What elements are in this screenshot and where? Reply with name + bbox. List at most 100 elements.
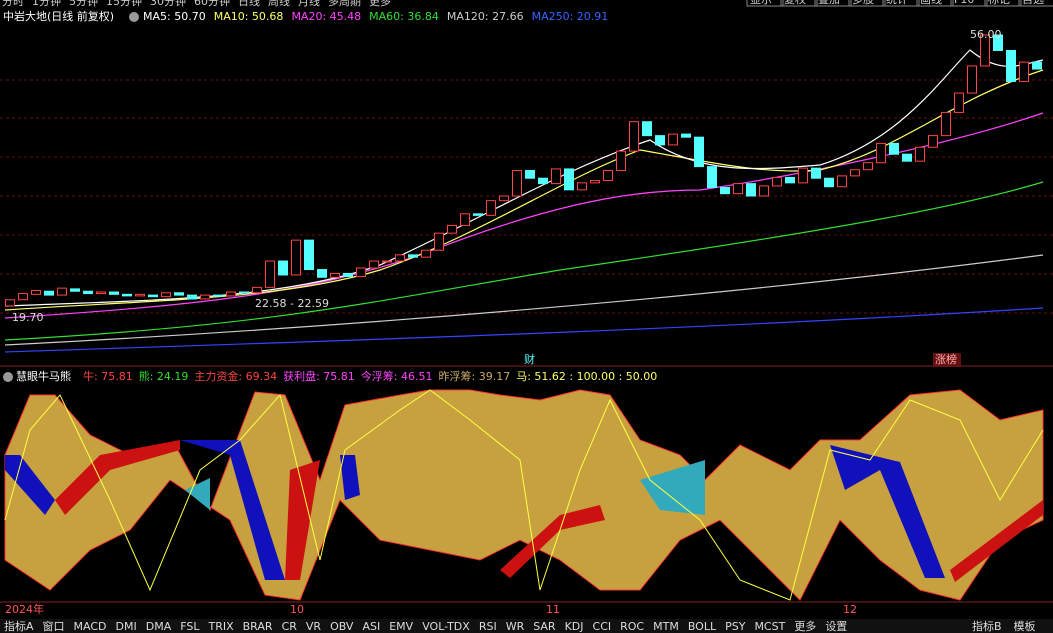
tab[interactable]: ASI: [362, 620, 380, 633]
candle: [590, 180, 600, 184]
candle: [265, 260, 275, 288]
toolbar-button[interactable]: 1分钟: [32, 0, 61, 8]
tab[interactable]: 更多: [794, 619, 816, 633]
tab[interactable]: DMI: [116, 620, 137, 633]
toolbar-button[interactable]: F10: [954, 0, 974, 6]
candle: [369, 260, 379, 269]
toolbar-button[interactable]: 更多: [369, 0, 391, 8]
candle: [1032, 61, 1042, 70]
candle: [226, 291, 236, 297]
toolbar-button[interactable]: 15分钟: [106, 0, 142, 8]
tab[interactable]: FSL: [180, 620, 200, 633]
toolbar-button[interactable]: 30分钟: [150, 0, 186, 8]
tab[interactable]: MACD: [74, 620, 107, 633]
tab[interactable]: PSY: [725, 620, 746, 633]
tab[interactable]: SAR: [533, 620, 556, 633]
candle: [993, 34, 1003, 51]
tab[interactable]: TRIX: [207, 620, 234, 633]
tab[interactable]: VR: [306, 620, 322, 633]
tab[interactable]: RSI: [479, 620, 497, 633]
toolbar-frame: [950, 0, 988, 7]
menu-icon: [3, 372, 13, 382]
candle: [876, 142, 886, 164]
candle: [434, 232, 444, 251]
tab[interactable]: KDJ: [565, 620, 584, 633]
ma-label: MA250: 20.91: [532, 10, 609, 23]
toolbar-button[interactable]: 复权: [784, 0, 806, 6]
toolbar-button[interactable]: 画线: [920, 0, 942, 6]
tab[interactable]: ROC: [620, 620, 644, 633]
toolbar-button[interactable]: 显示: [750, 0, 772, 6]
candle: [200, 294, 210, 300]
date-label: 12: [843, 603, 857, 616]
toolbar-frame: [814, 0, 852, 7]
toolbar-button[interactable]: 分时: [2, 0, 24, 8]
toolbar-button[interactable]: 周线: [268, 0, 290, 8]
toolbar-frame: [746, 0, 784, 7]
candle: [1006, 49, 1016, 82]
date-label: 10: [290, 603, 304, 616]
candle: [512, 169, 522, 197]
tab[interactable]: MTM: [653, 620, 679, 633]
candle: [811, 167, 821, 179]
indicator-value: 牛: 75.81: [83, 369, 133, 383]
candle: [772, 176, 782, 187]
candle: [83, 290, 93, 295]
candle: [863, 162, 873, 171]
tab[interactable]: 指标B: [972, 619, 1002, 633]
tab[interactable]: BRAR: [243, 620, 273, 633]
stock-title: 中岩大地(日线 前复权): [3, 9, 114, 23]
tab[interactable]: VOL-TDX: [422, 620, 470, 633]
tab[interactable]: 模板: [1014, 619, 1036, 633]
toolbar-button[interactable]: 标记: [988, 0, 1010, 6]
candle: [486, 200, 496, 216]
ma-label: MA60: 36.84: [369, 10, 439, 23]
range-label: 22.58 - 22.59: [255, 297, 329, 310]
candle: [967, 65, 977, 94]
toolbar-button[interactable]: 多股: [852, 0, 874, 6]
tab[interactable]: 窗口: [43, 619, 65, 633]
candle: [161, 292, 171, 298]
ma-label: MA10: 50.68: [214, 10, 284, 23]
candle: [135, 293, 145, 297]
toolbar-button[interactable]: 自选: [1022, 0, 1044, 6]
toolbar-button[interactable]: 多周期: [328, 0, 361, 8]
indicator-shapes: [4, 389, 1044, 601]
candle: [382, 260, 392, 263]
high-label: 56.00: [970, 28, 1002, 41]
candle: [31, 289, 41, 295]
tab[interactable]: 指标A: [4, 619, 34, 633]
candle: [473, 213, 483, 216]
candle: [57, 287, 67, 296]
toolbar-button[interactable]: 叠加: [818, 0, 840, 6]
toolbar-frame: [1018, 0, 1053, 7]
tab[interactable]: DMA: [146, 620, 172, 633]
toolbar-button[interactable]: 5分钟: [69, 0, 98, 8]
tab[interactable]: EMV: [389, 620, 413, 633]
toolbar-frame: [780, 0, 818, 7]
tab[interactable]: CR: [282, 620, 298, 633]
indicator-value: 马: 51.62 : 100.00 : 50.00: [516, 370, 657, 383]
ma-label: MA120: 27.66: [447, 10, 524, 23]
tab[interactable]: BOLL: [688, 620, 717, 633]
candle: [330, 272, 340, 278]
candle: [551, 168, 561, 185]
candle: [187, 294, 197, 300]
tab[interactable]: OBV: [330, 620, 354, 633]
toolbar-button[interactable]: 统计: [886, 0, 908, 6]
candle: [902, 153, 912, 162]
candle: [837, 175, 847, 188]
toolbar-button[interactable]: 日线: [238, 0, 260, 8]
candle: [798, 167, 808, 184]
tab[interactable]: MCST: [754, 620, 785, 633]
toolbar-button[interactable]: 月线: [298, 0, 320, 8]
candle: [239, 291, 249, 294]
tab[interactable]: CCI: [593, 620, 612, 633]
toolbar-button[interactable]: 60分钟: [194, 0, 230, 8]
candle: [577, 182, 587, 191]
candle: [96, 291, 106, 295]
tab[interactable]: WR: [506, 620, 525, 633]
tab[interactable]: 设置: [825, 620, 847, 633]
